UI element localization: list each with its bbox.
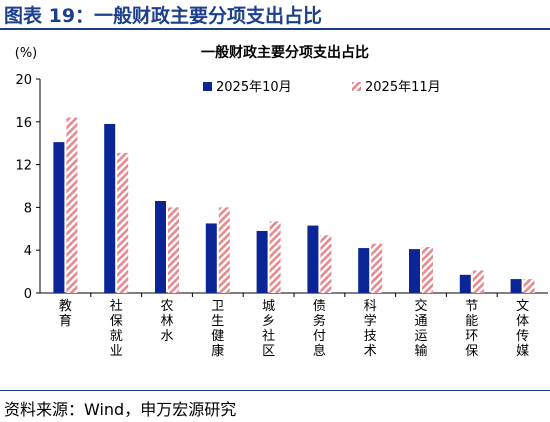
category-labels: 教育 社保就业 农林水 卫生健康 城乡社区 债务付息 科学技术 交通运输 节能环保 文体传媒 bbox=[59, 298, 529, 359]
bars bbox=[53, 117, 535, 294]
legend-label-1: 2025年10月 bbox=[216, 80, 292, 95]
legend-swatch-2 bbox=[352, 82, 361, 91]
bar-nov-3 bbox=[168, 207, 179, 293]
chart-title: 一般财政主要分项支出占比 bbox=[201, 44, 369, 61]
y-tick-label: 8 bbox=[24, 201, 32, 216]
axes: 0 4 8 12 16 20 bbox=[15, 73, 548, 302]
bar-oct-5 bbox=[256, 230, 268, 293]
bar-oct-8 bbox=[409, 249, 420, 293]
bar-nov-2 bbox=[117, 152, 129, 293]
category-label: 节能环保 bbox=[465, 299, 478, 359]
bar-chart: 一般财政主要分项支出占比 (%) 2025年10月 2025年11月 0 4 8 12 1… bbox=[15, 44, 548, 359]
y-tick-label: 16 bbox=[15, 116, 32, 131]
bar-oct-3 bbox=[155, 200, 166, 293]
category-label: 文体传媒 bbox=[516, 299, 529, 359]
figure-title: 图表 19：一般财政主要分项支出占比 bbox=[4, 5, 323, 27]
source-rule bbox=[0, 390, 550, 391]
legend-label-2: 2025年11月 bbox=[365, 80, 441, 95]
category-label: 债务付息 bbox=[313, 299, 326, 359]
y-tick-label: 4 bbox=[24, 244, 32, 259]
bar-nov-1 bbox=[66, 117, 78, 294]
bar-oct-4 bbox=[205, 223, 217, 293]
bar-oct-7 bbox=[358, 248, 370, 293]
y-tick-label: 20 bbox=[15, 73, 32, 88]
bar-nov-4 bbox=[218, 207, 230, 293]
bar-nov-7 bbox=[371, 243, 383, 293]
bar-nov-10 bbox=[523, 279, 535, 293]
y-tick-label: 0 bbox=[24, 287, 32, 302]
bar-oct-10 bbox=[510, 279, 522, 293]
bar-oct-6 bbox=[307, 225, 319, 293]
bar-nov-5 bbox=[269, 221, 281, 293]
title-rule bbox=[0, 28, 550, 30]
category-label: 农林水 bbox=[160, 299, 173, 344]
y-axis-unit-label: (%) bbox=[15, 46, 38, 61]
category-label: 城乡社区 bbox=[262, 299, 275, 359]
category-label: 交通运输 bbox=[414, 298, 427, 359]
category-label: 卫生健康 bbox=[211, 299, 224, 359]
category-label: 科学技术 bbox=[364, 299, 377, 359]
legend-swatch-1 bbox=[203, 82, 212, 91]
category-label: 教育 bbox=[59, 298, 72, 329]
legend: 2025年10月 2025年11月 bbox=[203, 80, 441, 95]
y-tick-label: 12 bbox=[15, 159, 32, 174]
bar-nov-8 bbox=[422, 246, 433, 293]
bar-oct-2 bbox=[104, 123, 116, 293]
bar-oct-9 bbox=[459, 274, 471, 293]
bar-nov-6 bbox=[320, 235, 332, 293]
category-label: 社保就业 bbox=[110, 298, 123, 359]
source-note: 资料来源：Wind，申万宏源研究 bbox=[4, 400, 237, 419]
bar-oct-1 bbox=[53, 142, 65, 293]
bar-nov-9 bbox=[472, 270, 484, 293]
